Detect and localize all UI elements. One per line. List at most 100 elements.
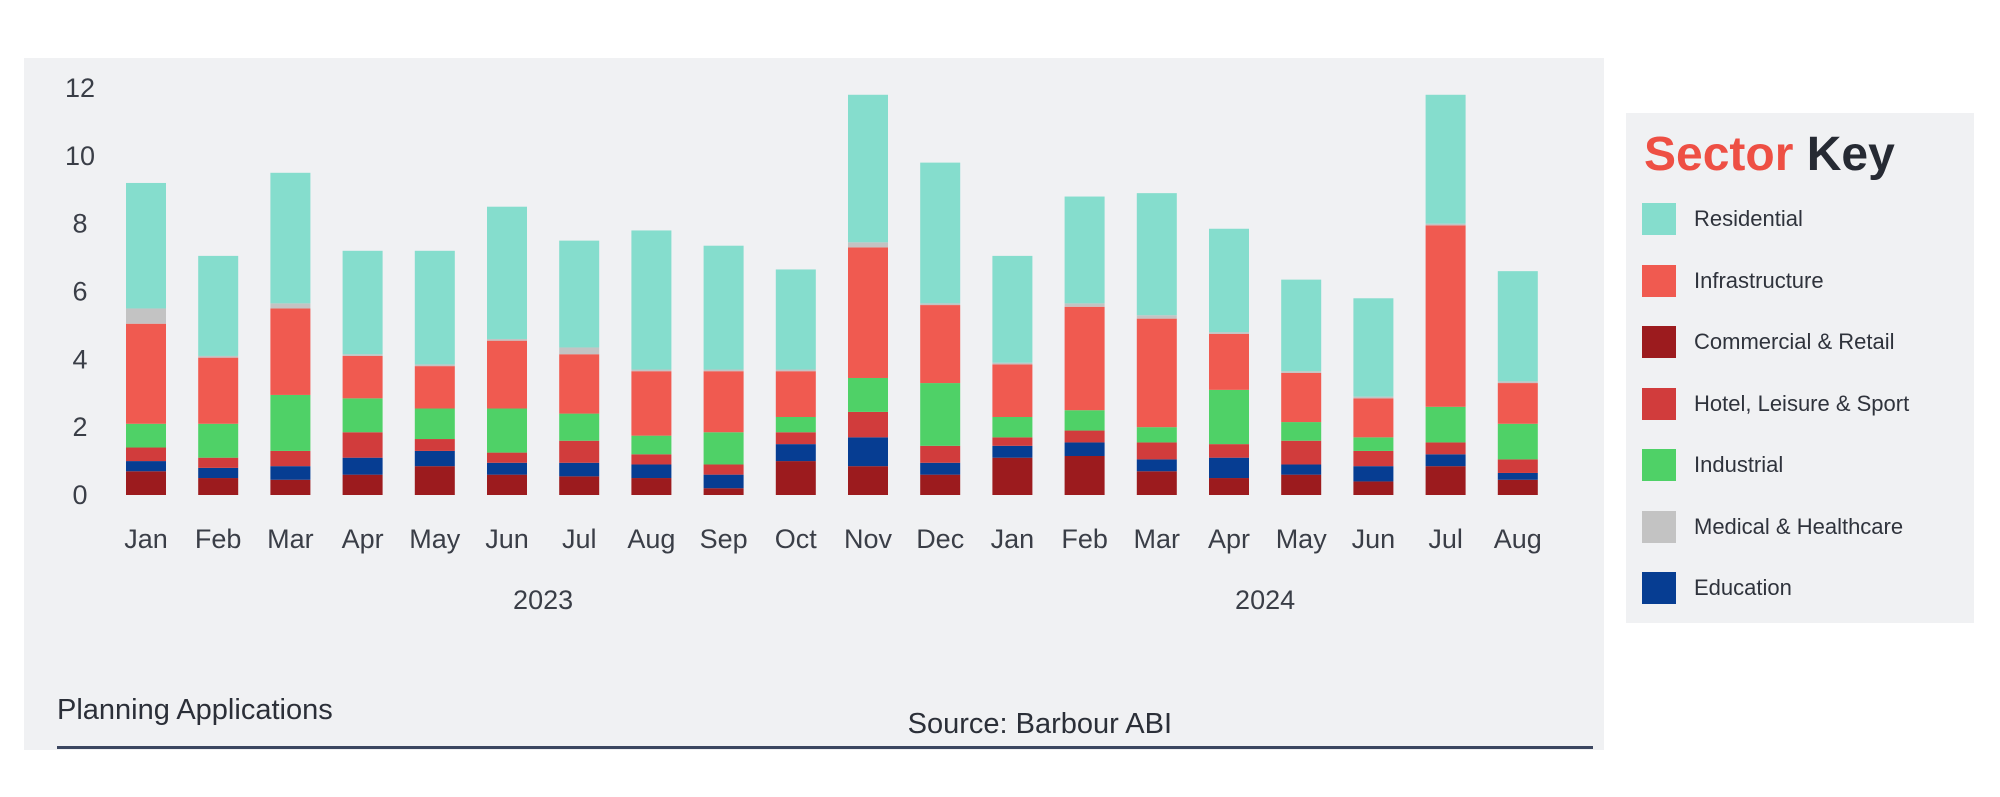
x-tick-label: Jul [562,524,597,554]
bar-segment [1425,442,1466,455]
x-tick-label: Aug [1494,524,1542,554]
bar-segment [487,474,527,495]
bar-segment [1281,440,1322,465]
bar-segment [1136,193,1177,316]
bar-segment [126,447,166,462]
legend-item: Commercial & Retail [1642,326,1895,358]
bar-segment [920,445,961,463]
bar-segment [1136,442,1177,460]
bar-segment [126,308,166,324]
bar-segment [270,308,311,395]
bar-segment [414,439,455,451]
bar-segment [487,408,527,453]
bar-segment [1425,94,1466,224]
bar-segment [1209,478,1249,495]
legend-title: Sector Key [1644,127,1895,182]
legend-item: Medical & Healthcare [1642,510,1904,543]
bar-segment [1136,471,1177,495]
bar-segment [1425,225,1466,407]
bar-segment [1353,398,1394,438]
bar-segment [126,182,166,309]
bar-segment [414,366,455,409]
bar-segment [848,94,888,243]
bar-segment [703,488,744,495]
bar-segment [1497,381,1538,384]
bar-segment [703,245,744,370]
bar-segment [1497,383,1538,424]
x-tick-label: Aug [627,524,675,554]
bar-segment [198,423,239,458]
bar-segment [126,471,166,495]
bar-segment [775,371,816,417]
chart-panel: 0 2 4 6 8 10 12 Jan Feb Mar Apr May Jun Jul Aug Sep Oct N… [24,58,1604,750]
bar-segment [848,411,888,438]
footer-divider [57,746,1593,749]
bar-segment [487,206,527,339]
bar-segment [992,416,1033,438]
bar-segment [920,383,961,446]
x-tick-label: May [409,524,461,554]
bar-segment [1136,459,1177,472]
bar-segment [1064,410,1105,431]
bar-segment [487,462,527,475]
bar-segment [920,462,961,475]
bar-segment [342,398,383,433]
bar-segment [703,432,744,465]
bar-segment [1497,479,1538,495]
bar-segment [126,423,166,448]
bar-segment [559,462,600,477]
legend-swatch [1642,510,1676,543]
bar-segment [342,250,383,355]
legend-swatch [1642,572,1676,604]
x-tick-label: Jan [991,524,1035,554]
bar-segment [775,269,816,370]
bar-segment [775,461,816,495]
bar-segment [414,250,455,365]
bar-segment [1136,427,1177,443]
bar-segment [270,466,311,480]
x-tick-label: Feb [1061,524,1108,554]
legend-label: Hotel, Leisure & Sport [1694,390,1910,416]
bar-segment [703,474,744,489]
bar-segment [1064,442,1105,456]
bar-segment [920,305,961,384]
bar-segment [992,255,1033,363]
legend-label: Education [1694,575,1792,600]
legend-panel: Sector Key Residential Infrastructure Comm… [1626,113,1974,623]
bar-segment [1281,474,1322,495]
bar-segment [1064,306,1105,411]
bar-segment [631,230,672,370]
x-tick-label: Jan [124,524,168,554]
y-tick-label: 2 [72,412,87,442]
bar-segment [1064,430,1105,443]
bar-segment [703,464,744,475]
x-tick-label: Mar [267,524,314,554]
bar-segment [1353,450,1394,467]
legend-label: Commercial & Retail [1694,329,1895,354]
bar-segment [1425,454,1466,467]
legend-label: Medical & Healthcare [1694,513,1904,539]
bar-segment [270,303,311,309]
bar-segment [559,354,600,414]
bar-segment [342,457,383,475]
y-tick-label: 6 [72,277,87,307]
legend-item: Industrial [1642,449,1783,481]
x-tick-label: Jul [1428,524,1463,554]
bar-segment [198,357,239,424]
x-tick-label: Dec [916,524,964,554]
y-tick-label: 12 [65,73,95,103]
legend-label: Industrial [1694,452,1784,477]
bar-segment [270,479,311,495]
bar-segment [1497,472,1538,480]
chart-source: Source: Barbour ABI [907,708,1172,740]
bar-segment [1281,464,1322,475]
legend-label: Infrastructure [1694,267,1824,293]
bar-segment [703,371,744,433]
year-group-label: 2024 [1235,585,1295,615]
bar-segment [414,364,455,367]
x-tick-label: Feb [195,524,242,554]
bar-segment [920,162,961,304]
x-tick-label: Apr [342,524,384,554]
bar-segment [559,413,600,441]
bar-segment [1209,389,1249,445]
